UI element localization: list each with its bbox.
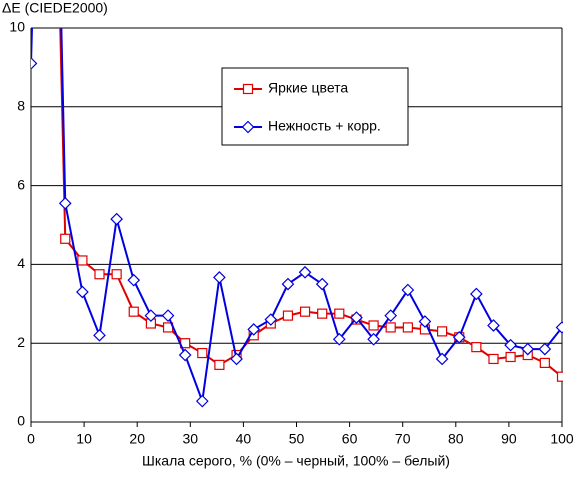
marker (367, 332, 380, 346)
marker (435, 352, 449, 366)
x-tick-label: 30 (183, 431, 199, 447)
marker (128, 306, 139, 317)
y-tick-label: 8 (17, 98, 25, 114)
marker (214, 359, 225, 370)
x-tick-label: 20 (129, 431, 145, 447)
marker (242, 83, 254, 95)
x-tick-label: 40 (236, 431, 252, 447)
x-tick-label: 90 (501, 431, 517, 447)
marker (504, 338, 517, 352)
marker (247, 323, 261, 336)
marker (197, 347, 208, 359)
marker (538, 342, 552, 356)
marker (93, 328, 106, 342)
marker (241, 120, 255, 134)
x-tick-label: 100 (550, 431, 574, 447)
marker (161, 309, 175, 322)
marker (488, 353, 499, 365)
marker (195, 394, 209, 408)
marker (60, 233, 71, 244)
marker (264, 313, 278, 326)
x-tick-label: 10 (76, 431, 92, 447)
series-line (31, 28, 563, 402)
series-line (59, 28, 563, 378)
marker (281, 277, 295, 291)
y-axis-label: ΔE (CIEDE2000) (2, 0, 108, 16)
marker (471, 342, 482, 353)
marker (332, 332, 346, 346)
marker (282, 310, 294, 321)
x-axis-label: Шкала серого, % (0% – черный, 100% – бел… (142, 453, 450, 469)
marker (230, 352, 243, 366)
marker (298, 265, 312, 279)
marker (111, 269, 122, 280)
marker (127, 273, 141, 287)
y-tick-label: 10 (9, 19, 25, 35)
marker (178, 348, 192, 362)
y-tick-label: 0 (17, 413, 25, 429)
marker (110, 212, 123, 226)
marker (368, 320, 379, 331)
marker (31, 57, 38, 70)
marker (350, 311, 363, 324)
marker (521, 342, 535, 356)
y-tick-label: 6 (17, 176, 25, 192)
marker (299, 306, 311, 317)
marker (487, 319, 500, 332)
marker (437, 326, 448, 337)
marker (94, 269, 105, 280)
marker (58, 196, 72, 210)
marker (452, 330, 466, 344)
marker (556, 371, 563, 382)
y-tick-label: 4 (17, 255, 25, 271)
marker (402, 322, 413, 333)
x-tick-label: 70 (395, 431, 411, 447)
marker (317, 308, 328, 319)
legend-label: Яркие цвета (268, 80, 348, 96)
marker (385, 322, 396, 333)
marker (334, 308, 345, 319)
marker (539, 357, 550, 368)
marker (401, 283, 415, 297)
x-tick-label: 50 (289, 431, 305, 447)
x-tick-label: 80 (448, 431, 464, 447)
marker (213, 271, 226, 284)
x-tick-label: 60 (342, 431, 358, 447)
marker (470, 287, 483, 301)
marker (505, 351, 516, 363)
marker (555, 321, 563, 334)
marker (315, 277, 329, 291)
x-tick-label: 0 (27, 431, 35, 447)
plot-area (31, 28, 563, 408)
marker (76, 285, 89, 299)
marker (384, 309, 398, 322)
legend-box (221, 67, 409, 146)
marker (144, 309, 158, 322)
y-tick-label: 2 (17, 334, 25, 350)
legend-label: Нежность + корр. (268, 118, 381, 134)
marker (77, 255, 88, 266)
marker (418, 315, 432, 328)
